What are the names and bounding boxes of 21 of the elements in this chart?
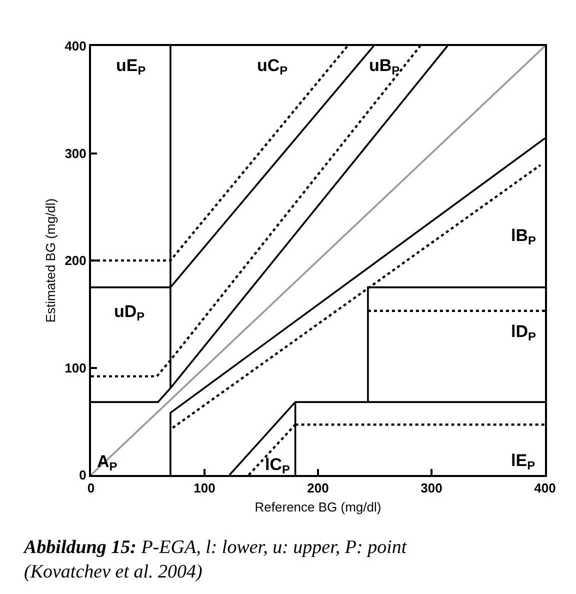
y-tick-label: 400 [64, 38, 86, 54]
annotation: A$_{P}$ [97, 452, 118, 474]
x-tick-label: 100 [194, 480, 216, 496]
y-tick-label: 0 [79, 468, 86, 483]
annotation: uC$_{P}$ [257, 56, 288, 78]
annotation: lE$_{P}$ [511, 451, 536, 473]
y-tick-label: 200 [64, 253, 86, 268]
annotation: lC$_{P}$ [265, 455, 290, 477]
annotation: uB$_{P}$ [369, 56, 400, 78]
annotation: uD$_{P}$ [114, 302, 145, 324]
annotation: uE$_{P}$ [116, 56, 146, 78]
text: Abbildung 15: P-EGA, l: lower, u: upper, P: point (Kovatchev et al. 2004) [23, 537, 408, 583]
y-axis-title: Estimated BG (mg/dl) [43, 198, 58, 323]
annotation: lB$_{P}$ [511, 226, 536, 248]
y-tick-label: 300 [64, 146, 86, 161]
x-axis-title: Reference BG (mg/dl) [254, 500, 382, 515]
x-tick-label: 200 [307, 480, 329, 496]
y-tick-label: 100 [64, 360, 86, 376]
annotation: lD$_{P}$ [511, 322, 536, 344]
x-tick-label: 300 [420, 480, 442, 496]
x-tick-label: 400 [534, 480, 556, 496]
